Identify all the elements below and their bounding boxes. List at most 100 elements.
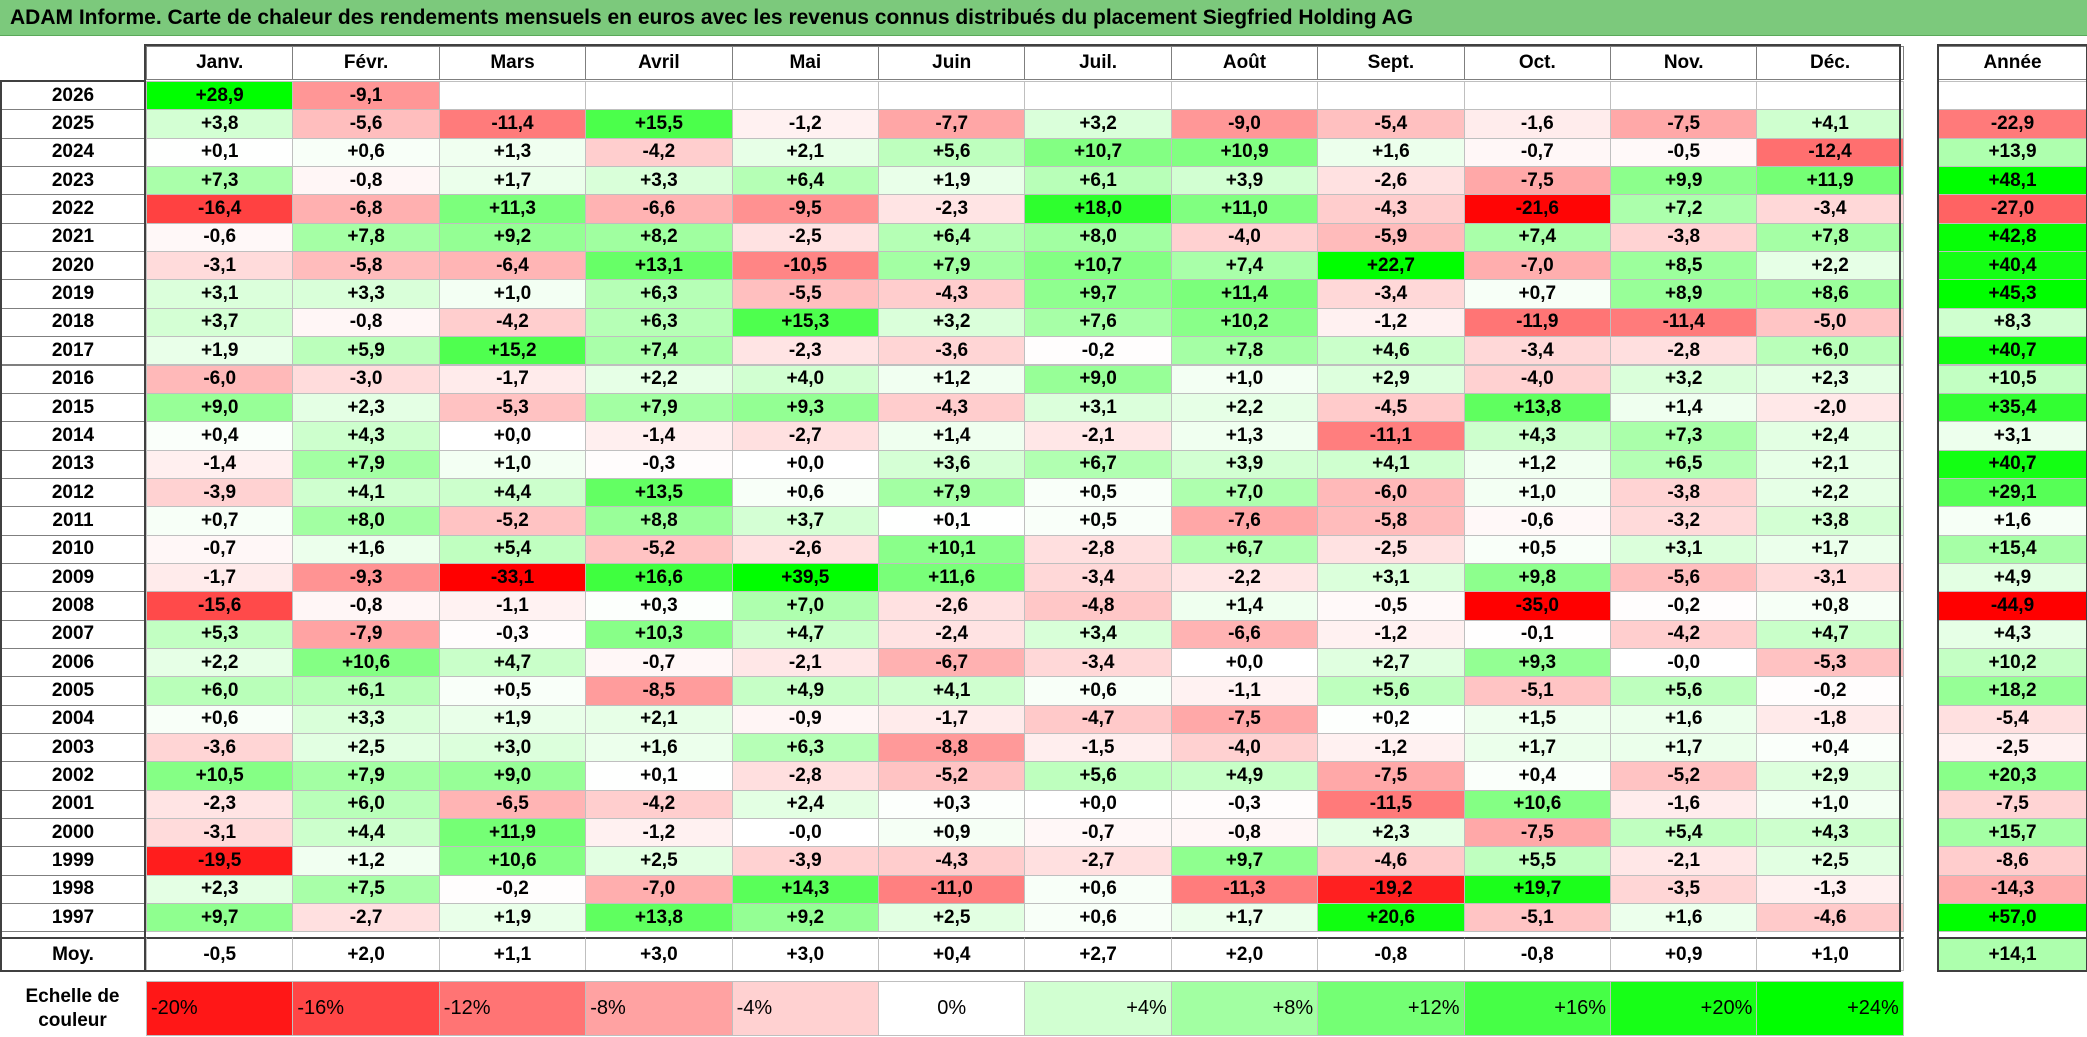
- heatmap-cell: -1,7: [438, 364, 587, 394]
- heatmap-cell: -0,6: [1463, 506, 1611, 536]
- year-label: 2010: [0, 534, 146, 564]
- heatmap-cell: +8,2: [585, 222, 733, 253]
- heatmap-cell: +7,9: [292, 449, 440, 479]
- heatmap-cell: -1,2: [1317, 307, 1465, 338]
- annual-cell: +15,7: [1938, 818, 2087, 848]
- annual-cell: +10,5: [1938, 364, 2087, 394]
- heatmap-cell: -1,6: [1610, 789, 1758, 820]
- heatmap-cell: -2,1: [1024, 421, 1172, 451]
- year-label: 2022: [0, 194, 146, 224]
- heatmap-cell: +1,4: [1170, 591, 1319, 621]
- heatmap-cell: +1,6: [585, 733, 733, 763]
- heatmap-cell: +19,7: [1463, 874, 1611, 905]
- heatmap-cell: -11,1: [1317, 421, 1465, 451]
- heatmap-cell: -5,6: [292, 109, 440, 139]
- heatmap-cell: +2,3: [1317, 818, 1465, 848]
- year-label: 2009: [0, 562, 146, 593]
- column-header: Oct.: [1463, 46, 1611, 80]
- annual-cell: -5,4: [1938, 704, 2087, 735]
- heatmap-cell: +0,6: [1024, 903, 1172, 933]
- heatmap-cell: +1,6: [1610, 704, 1758, 735]
- year-label: 2015: [0, 392, 146, 423]
- heatmap-cell: +5,4: [438, 534, 587, 564]
- heatmap-cell: +8,6: [1756, 279, 1904, 309]
- heatmap-cell: +11,4: [1170, 279, 1319, 309]
- heatmap-cell: -7,5: [1317, 761, 1465, 791]
- heatmap-cell: +0,2: [1317, 704, 1465, 735]
- heatmap-cell: +2,2: [146, 648, 294, 678]
- heatmap-cell: +4,7: [1756, 619, 1904, 649]
- heatmap-cell: +4,1: [1317, 449, 1465, 479]
- heatmap-cell: -0,1: [1463, 619, 1611, 649]
- heatmap-cell: [1317, 81, 1465, 111]
- heatmap-cell: -2,4: [878, 619, 1026, 649]
- heatmap-cell: +7,4: [1463, 222, 1611, 253]
- heatmap-cell: -9,5: [731, 194, 879, 224]
- average-cell: +3,0: [731, 937, 879, 971]
- heatmap-cell: +3,7: [146, 307, 294, 338]
- heatmap-cell: +15,5: [585, 109, 733, 139]
- heatmap-cell: -4,0: [1170, 222, 1319, 253]
- heatmap-cell: +1,6: [292, 534, 440, 564]
- heatmap-cell: -1,1: [1170, 676, 1319, 706]
- heatmap-cell: -5,1: [1463, 903, 1611, 933]
- heatmap-cell: +6,3: [731, 733, 879, 763]
- heatmap-cell: -3,1: [1756, 562, 1904, 593]
- scale-swatch: -12%: [438, 981, 587, 1036]
- heatmap-cell: -0,3: [585, 449, 733, 479]
- heatmap-cell: +4,9: [731, 676, 879, 706]
- annual-cell: +48,1: [1938, 166, 2087, 196]
- heatmap-cell: +1,7: [1756, 534, 1904, 564]
- heatmap-cell: +1,9: [146, 336, 294, 366]
- annual-cell: -14,3: [1938, 874, 2087, 905]
- heatmap-cell: +3,7: [731, 506, 879, 536]
- year-label: 2007: [0, 619, 146, 649]
- heatmap-cell: -3,2: [1610, 506, 1758, 536]
- heatmap-cell: -4,2: [438, 307, 587, 338]
- heatmap-cell: -1,2: [731, 109, 879, 139]
- year-column-header: Année: [1938, 46, 2087, 80]
- heatmap-cell: -7,5: [1610, 109, 1758, 139]
- year-label: 2006: [0, 648, 146, 678]
- scale-label: Echelle de couleur: [25, 986, 120, 1031]
- heatmap-cell: -11,4: [1610, 307, 1758, 338]
- heatmap-cell: -35,0: [1463, 591, 1611, 621]
- heatmap-cell: +0,4: [146, 421, 294, 451]
- heatmap-cell: -1,7: [878, 704, 1026, 735]
- heatmap-cell: -0,8: [292, 591, 440, 621]
- heatmap-cell: +0,6: [1024, 874, 1172, 905]
- scale-swatch: +4%: [1024, 981, 1172, 1036]
- heatmap-cell: +1,2: [292, 846, 440, 876]
- heatmap-cell: -8,5: [585, 676, 733, 706]
- heatmap-cell: +4,1: [1756, 109, 1904, 139]
- heatmap-cell: +10,7: [1024, 137, 1172, 168]
- heatmap-cell: -2,2: [1170, 562, 1319, 593]
- heatmap-cell: -4,6: [1317, 846, 1465, 876]
- heatmap-cell: +7,3: [146, 166, 294, 196]
- heatmap-cell: +0,3: [878, 789, 1026, 820]
- heatmap-cell: -0,7: [1463, 137, 1611, 168]
- heatmap-cell: +5,6: [1024, 761, 1172, 791]
- heatmap-cell: +9,0: [438, 761, 587, 791]
- column-header: Juil.: [1024, 46, 1172, 80]
- heatmap-cell: +2,2: [1756, 477, 1904, 508]
- heatmap-cell: +2,5: [878, 903, 1026, 933]
- heatmap-cell: +7,0: [731, 591, 879, 621]
- heatmap-cell: +4,4: [292, 818, 440, 848]
- heatmap-cell: +3,3: [292, 279, 440, 309]
- heatmap-cell: +13,1: [585, 251, 733, 281]
- column-header: Avril: [585, 46, 733, 80]
- heatmap-cell: -3,1: [146, 818, 294, 848]
- heatmap-cell: -3,1: [146, 251, 294, 281]
- heatmap-cell: +6,7: [1170, 534, 1319, 564]
- heatmap-cell: -0,8: [292, 166, 440, 196]
- heatmap-cell: +9,7: [1024, 279, 1172, 309]
- heatmap-cell: +2,7: [1317, 648, 1465, 678]
- heatmap-cell: +22,7: [1317, 251, 1465, 281]
- heatmap-cell: -7,0: [585, 874, 733, 905]
- heatmap-cell: -2,0: [1756, 392, 1904, 423]
- heatmap-cell: +1,9: [438, 704, 587, 735]
- heatmap-cell: -8,8: [878, 733, 1026, 763]
- heatmap-cell: -7,6: [1170, 506, 1319, 536]
- heatmap-cell: +8,5: [1610, 251, 1758, 281]
